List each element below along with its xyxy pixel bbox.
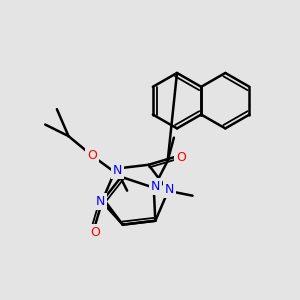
Text: O: O	[176, 151, 186, 164]
Text: N: N	[151, 180, 160, 193]
Text: O: O	[87, 149, 97, 162]
Text: O: O	[90, 226, 100, 238]
Text: N: N	[165, 183, 175, 196]
Text: N: N	[96, 195, 105, 208]
Text: N: N	[113, 164, 122, 177]
